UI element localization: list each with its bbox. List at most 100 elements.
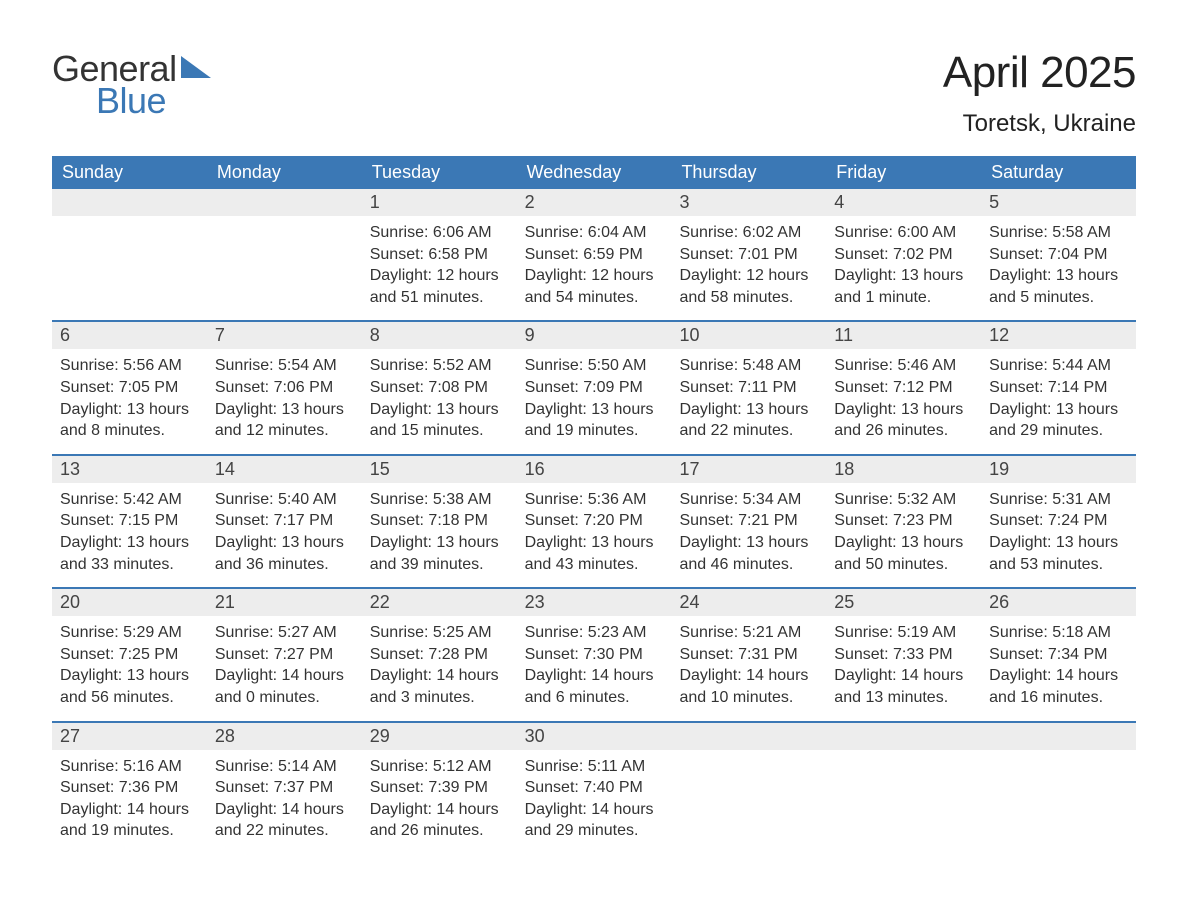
day-content: Sunrise: 5:12 AMSunset: 7:39 PMDaylight:… — [362, 750, 517, 854]
weekday-header: Monday — [207, 156, 362, 189]
calendar-week-row: 13Sunrise: 5:42 AMSunset: 7:15 PMDayligh… — [52, 454, 1136, 587]
day-number: 10 — [671, 322, 826, 349]
day-content: Sunrise: 5:23 AMSunset: 7:30 PMDaylight:… — [517, 616, 672, 720]
day-number: 6 — [52, 322, 207, 349]
calendar-day-cell: 24Sunrise: 5:21 AMSunset: 7:31 PMDayligh… — [671, 589, 826, 720]
logo-word-2: Blue — [96, 80, 211, 122]
calendar-day-cell: 23Sunrise: 5:23 AMSunset: 7:30 PMDayligh… — [517, 589, 672, 720]
calendar-day-cell: 8Sunrise: 5:52 AMSunset: 7:08 PMDaylight… — [362, 322, 517, 453]
weekday-header: Thursday — [671, 156, 826, 189]
day-content: Sunrise: 5:48 AMSunset: 7:11 PMDaylight:… — [671, 349, 826, 453]
title-block: April 2025 Toretsk, Ukraine — [943, 48, 1136, 138]
month-title: April 2025 — [943, 48, 1136, 98]
calendar-week-row: 6Sunrise: 5:56 AMSunset: 7:05 PMDaylight… — [52, 320, 1136, 453]
weekday-header: Saturday — [981, 156, 1136, 189]
day-content: Sunrise: 5:38 AMSunset: 7:18 PMDaylight:… — [362, 483, 517, 587]
day-number — [207, 189, 362, 216]
day-number: 8 — [362, 322, 517, 349]
top-bar: General Blue April 2025 Toretsk, Ukraine — [52, 48, 1136, 138]
calendar-day-cell — [52, 189, 207, 320]
calendar-day-cell: 5Sunrise: 5:58 AMSunset: 7:04 PMDaylight… — [981, 189, 1136, 320]
day-number: 23 — [517, 589, 672, 616]
calendar-day-cell: 6Sunrise: 5:56 AMSunset: 7:05 PMDaylight… — [52, 322, 207, 453]
calendar-day-cell: 12Sunrise: 5:44 AMSunset: 7:14 PMDayligh… — [981, 322, 1136, 453]
day-number — [981, 723, 1136, 750]
calendar-day-cell: 3Sunrise: 6:02 AMSunset: 7:01 PMDaylight… — [671, 189, 826, 320]
day-number: 24 — [671, 589, 826, 616]
day-content: Sunrise: 5:19 AMSunset: 7:33 PMDaylight:… — [826, 616, 981, 720]
calendar-day-cell — [207, 189, 362, 320]
calendar-day-cell: 16Sunrise: 5:36 AMSunset: 7:20 PMDayligh… — [517, 456, 672, 587]
calendar-day-cell: 26Sunrise: 5:18 AMSunset: 7:34 PMDayligh… — [981, 589, 1136, 720]
day-content: Sunrise: 5:32 AMSunset: 7:23 PMDaylight:… — [826, 483, 981, 587]
day-number: 17 — [671, 456, 826, 483]
calendar-day-cell: 19Sunrise: 5:31 AMSunset: 7:24 PMDayligh… — [981, 456, 1136, 587]
weeks-container: 1Sunrise: 6:06 AMSunset: 6:58 PMDaylight… — [52, 189, 1136, 854]
day-content: Sunrise: 5:52 AMSunset: 7:08 PMDaylight:… — [362, 349, 517, 453]
calendar-day-cell: 7Sunrise: 5:54 AMSunset: 7:06 PMDaylight… — [207, 322, 362, 453]
day-content: Sunrise: 5:56 AMSunset: 7:05 PMDaylight:… — [52, 349, 207, 453]
weekday-header: Wednesday — [517, 156, 672, 189]
day-number: 7 — [207, 322, 362, 349]
day-number: 18 — [826, 456, 981, 483]
day-number: 19 — [981, 456, 1136, 483]
calendar: Sunday Monday Tuesday Wednesday Thursday… — [52, 156, 1136, 854]
day-content: Sunrise: 5:21 AMSunset: 7:31 PMDaylight:… — [671, 616, 826, 720]
day-content: Sunrise: 5:29 AMSunset: 7:25 PMDaylight:… — [52, 616, 207, 720]
calendar-day-cell — [671, 723, 826, 854]
weekday-header: Tuesday — [362, 156, 517, 189]
calendar-day-cell: 13Sunrise: 5:42 AMSunset: 7:15 PMDayligh… — [52, 456, 207, 587]
day-content: Sunrise: 5:58 AMSunset: 7:04 PMDaylight:… — [981, 216, 1136, 320]
calendar-day-cell: 22Sunrise: 5:25 AMSunset: 7:28 PMDayligh… — [362, 589, 517, 720]
day-number: 20 — [52, 589, 207, 616]
day-number: 1 — [362, 189, 517, 216]
day-content: Sunrise: 5:36 AMSunset: 7:20 PMDaylight:… — [517, 483, 672, 587]
day-number: 11 — [826, 322, 981, 349]
day-number: 14 — [207, 456, 362, 483]
day-number: 27 — [52, 723, 207, 750]
calendar-week-row: 1Sunrise: 6:06 AMSunset: 6:58 PMDaylight… — [52, 189, 1136, 320]
day-content: Sunrise: 5:42 AMSunset: 7:15 PMDaylight:… — [52, 483, 207, 587]
calendar-day-cell: 14Sunrise: 5:40 AMSunset: 7:17 PMDayligh… — [207, 456, 362, 587]
day-content: Sunrise: 5:18 AMSunset: 7:34 PMDaylight:… — [981, 616, 1136, 720]
day-content: Sunrise: 5:11 AMSunset: 7:40 PMDaylight:… — [517, 750, 672, 854]
day-number: 22 — [362, 589, 517, 616]
day-content: Sunrise: 5:54 AMSunset: 7:06 PMDaylight:… — [207, 349, 362, 453]
calendar-day-cell: 11Sunrise: 5:46 AMSunset: 7:12 PMDayligh… — [826, 322, 981, 453]
day-number: 9 — [517, 322, 672, 349]
calendar-day-cell: 21Sunrise: 5:27 AMSunset: 7:27 PMDayligh… — [207, 589, 362, 720]
calendar-day-cell: 2Sunrise: 6:04 AMSunset: 6:59 PMDaylight… — [517, 189, 672, 320]
day-content: Sunrise: 5:34 AMSunset: 7:21 PMDaylight:… — [671, 483, 826, 587]
day-content: Sunrise: 5:46 AMSunset: 7:12 PMDaylight:… — [826, 349, 981, 453]
calendar-day-cell: 27Sunrise: 5:16 AMSunset: 7:36 PMDayligh… — [52, 723, 207, 854]
day-number: 29 — [362, 723, 517, 750]
day-number: 28 — [207, 723, 362, 750]
day-content: Sunrise: 6:04 AMSunset: 6:59 PMDaylight:… — [517, 216, 672, 320]
day-content: Sunrise: 5:27 AMSunset: 7:27 PMDaylight:… — [207, 616, 362, 720]
day-content: Sunrise: 6:00 AMSunset: 7:02 PMDaylight:… — [826, 216, 981, 320]
calendar-day-cell — [981, 723, 1136, 854]
day-number: 3 — [671, 189, 826, 216]
day-number: 16 — [517, 456, 672, 483]
calendar-day-cell: 17Sunrise: 5:34 AMSunset: 7:21 PMDayligh… — [671, 456, 826, 587]
day-content: Sunrise: 5:14 AMSunset: 7:37 PMDaylight:… — [207, 750, 362, 854]
calendar-day-cell: 20Sunrise: 5:29 AMSunset: 7:25 PMDayligh… — [52, 589, 207, 720]
calendar-week-row: 27Sunrise: 5:16 AMSunset: 7:36 PMDayligh… — [52, 721, 1136, 854]
calendar-day-cell: 1Sunrise: 6:06 AMSunset: 6:58 PMDaylight… — [362, 189, 517, 320]
calendar-day-cell: 10Sunrise: 5:48 AMSunset: 7:11 PMDayligh… — [671, 322, 826, 453]
weekday-header: Sunday — [52, 156, 207, 189]
calendar-day-cell: 9Sunrise: 5:50 AMSunset: 7:09 PMDaylight… — [517, 322, 672, 453]
day-content: Sunrise: 5:16 AMSunset: 7:36 PMDaylight:… — [52, 750, 207, 854]
calendar-day-cell: 4Sunrise: 6:00 AMSunset: 7:02 PMDaylight… — [826, 189, 981, 320]
day-number: 2 — [517, 189, 672, 216]
day-number — [826, 723, 981, 750]
calendar-day-cell: 15Sunrise: 5:38 AMSunset: 7:18 PMDayligh… — [362, 456, 517, 587]
day-content: Sunrise: 5:44 AMSunset: 7:14 PMDaylight:… — [981, 349, 1136, 453]
calendar-header-row: Sunday Monday Tuesday Wednesday Thursday… — [52, 156, 1136, 189]
day-content: Sunrise: 5:25 AMSunset: 7:28 PMDaylight:… — [362, 616, 517, 720]
day-number: 5 — [981, 189, 1136, 216]
day-content: Sunrise: 5:40 AMSunset: 7:17 PMDaylight:… — [207, 483, 362, 587]
day-number: 12 — [981, 322, 1136, 349]
calendar-day-cell: 28Sunrise: 5:14 AMSunset: 7:37 PMDayligh… — [207, 723, 362, 854]
day-number: 25 — [826, 589, 981, 616]
